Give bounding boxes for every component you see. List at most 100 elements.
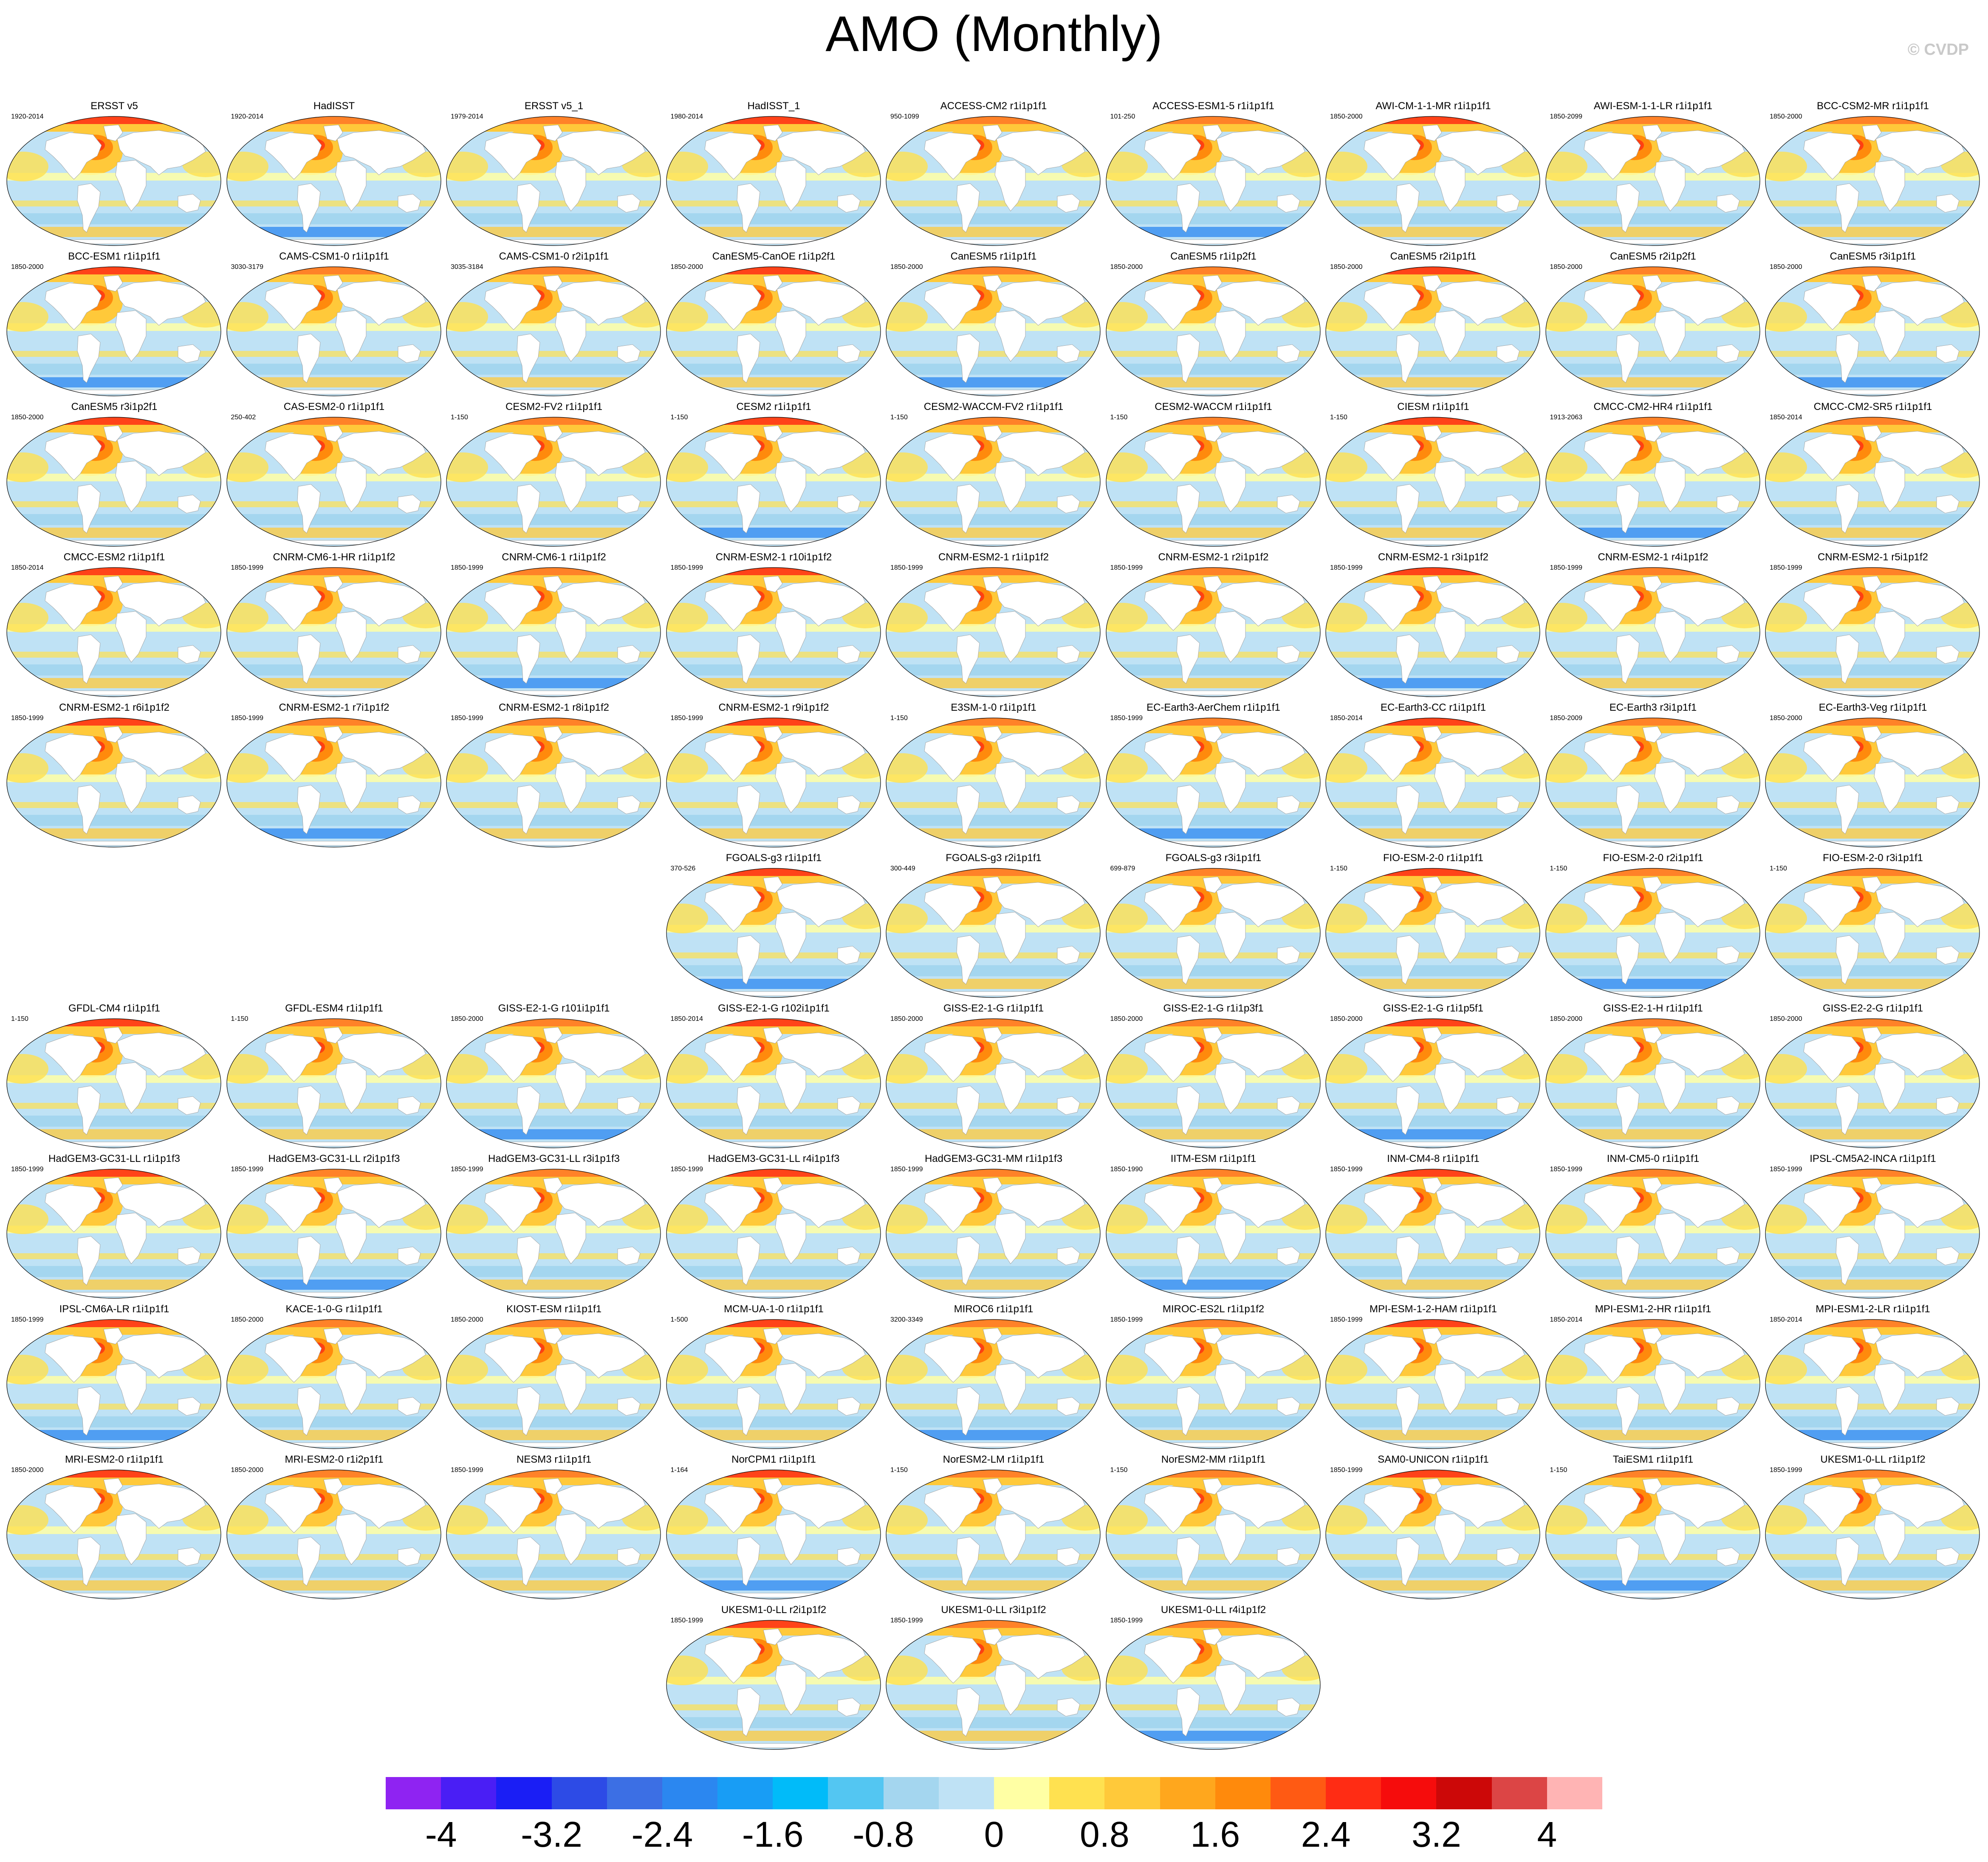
map-panel: CNRM-ESM2-1 r5i1p1f2 1850-1999 [1765, 551, 1981, 698]
map-panel: SAM0-UNICON r1i1p1f1 1850-1999 [1325, 1454, 1542, 1601]
map-panel-years: 950-1099 [890, 113, 919, 120]
sst-anomaly-map [446, 266, 661, 396]
map-panel-years: 1850-1999 [670, 715, 703, 722]
map-panel-years: 370-526 [670, 865, 696, 872]
sst-anomaly-map [1105, 266, 1321, 396]
map-panel-years: 1850-2009 [1550, 715, 1583, 722]
sst-anomaly-map [6, 116, 221, 246]
map-panel-title: MIROC6 r1i1p1f1 [954, 1303, 1034, 1315]
map-panel-title: CNRM-ESM2-1 r3i1p1f2 [1378, 551, 1489, 563]
map-panel: FGOALS-g3 r2i1p1f1 300-449 [885, 852, 1102, 999]
map-panel-years: 1920-2014 [231, 113, 264, 120]
map-panel: MPI-ESM1-2-HR r1i1p1f1 1850-2014 [1545, 1303, 1762, 1450]
map-panel: IPSL-CM6A-LR r1i1p1f1 1850-1999 [6, 1303, 223, 1450]
map-panel-title: INM-CM5-0 r1i1p1f1 [1607, 1153, 1700, 1164]
map-panel-title: HadGEM3-GC31-LL r1i1p1f3 [48, 1153, 180, 1164]
sst-anomaly-map [446, 718, 661, 848]
map-panel-title: CanESM5 r1i1p1f1 [950, 251, 1037, 262]
colorbar-tick-label: -4 [425, 1814, 457, 1854]
map-panel-years: 1850-2000 [231, 1466, 264, 1474]
map-panel-years: 699-879 [1110, 865, 1135, 872]
colorbar-swatch [496, 1777, 552, 1809]
map-panel-years: 1850-1990 [1110, 1166, 1143, 1173]
sst-anomaly-map [226, 266, 441, 396]
sst-anomaly-map [1105, 1319, 1321, 1449]
sst-anomaly-map [886, 1620, 1101, 1750]
sst-anomaly-map [6, 1018, 221, 1148]
sst-anomaly-map [1545, 1469, 1760, 1599]
sst-anomaly-map [1325, 417, 1540, 547]
map-panel-title: CNRM-ESM2-1 r6i1p1f2 [59, 702, 170, 713]
colorbar-tick-label: -0.8 [853, 1814, 914, 1854]
map-panel: CESM2-WACCM r1i1p1f1 1-150 [1105, 401, 1322, 548]
map-panel: AWI-CM-1-1-MR r1i1p1f1 1850-2000 [1325, 100, 1542, 247]
map-panel-title: MRI-ESM2-0 r1i1p1f1 [65, 1454, 164, 1465]
map-panel-years: 1-150 [231, 1015, 248, 1023]
map-panel: EC-Earth3-AerChem r1i1p1f1 1850-1999 [1105, 702, 1322, 849]
map-panel-title: EC-Earth3-CC r1i1p1f1 [1380, 702, 1486, 713]
sst-anomaly-map [226, 1319, 441, 1449]
map-panel-years: 1850-1999 [670, 564, 703, 571]
sst-anomaly-map [226, 1169, 441, 1299]
map-panel-years: 1850-1999 [1110, 1316, 1143, 1323]
sst-anomaly-map [1105, 567, 1321, 697]
map-panel: HadGEM3-GC31-LL r4i1p1f3 1850-1999 [666, 1153, 882, 1300]
map-panel-years: 1850-2000 [670, 263, 703, 271]
map-panel-years: 1850-2014 [1770, 414, 1802, 421]
map-panel-years: 1850-1999 [1330, 1166, 1363, 1173]
map-panel-years: 1850-2000 [1110, 1015, 1143, 1023]
map-panel-years: 1850-1999 [1110, 564, 1143, 571]
map-panel-title: HadGEM3-GC31-LL r2i1p1f3 [268, 1153, 400, 1164]
colorbar-tick-label: 0.8 [1079, 1814, 1130, 1854]
map-panel-years: 1-150 [1550, 865, 1567, 872]
map-panel-title: MRI-ESM2-0 r1i2p1f1 [285, 1454, 384, 1465]
map-panel-years: 1850-2000 [1330, 113, 1363, 120]
map-panel-title: BCC-CSM2-MR r1i1p1f1 [1816, 100, 1929, 112]
map-panel-title: CanESM5 r1i1p2f1 [1170, 251, 1257, 262]
map-panel-title: E3SM-1-0 r1i1p1f1 [951, 702, 1036, 713]
map-panel-title: FGOALS-g3 r1i1p1f1 [726, 852, 822, 864]
map-panel-title: CMCC-CM2-SR5 r1i1p1f1 [1813, 401, 1932, 413]
map-panel-years: 1979-2014 [451, 113, 483, 120]
sst-anomaly-map [1325, 718, 1540, 848]
map-panel-title: HadISST [313, 100, 355, 112]
map-panel-years: 1850-2014 [1550, 1316, 1583, 1323]
colorbar-swatch [662, 1777, 718, 1809]
map-panel: UKESM1-0-LL r1i1p1f2 1850-1999 [1765, 1454, 1981, 1601]
map-panel-years: 1850-2014 [1770, 1316, 1802, 1323]
map-panel-years: 1850-1999 [1770, 1166, 1802, 1173]
sst-anomaly-map [886, 266, 1101, 396]
colorbar-tick-label: -3.2 [521, 1814, 582, 1854]
map-panel-years: 101-250 [1110, 113, 1135, 120]
map-panel-years: 1850-2000 [1770, 113, 1802, 120]
map-panel-years: 1-150 [890, 414, 908, 421]
map-panel-title: GFDL-ESM4 r1i1p1f1 [285, 1003, 383, 1014]
colorbar-swatch [1215, 1777, 1271, 1809]
map-panel-title: MPI-ESM-1-2-HAM r1i1p1f1 [1369, 1303, 1497, 1315]
map-panel: UKESM1-0-LL r2i1p1f2 1850-1999 [666, 1604, 882, 1751]
sst-anomaly-map [666, 1169, 881, 1299]
colorbar-swatch [717, 1777, 773, 1809]
map-panel: CMCC-ESM2 r1i1p1f1 1850-2014 [6, 551, 223, 698]
map-panel-years: 1850-2000 [11, 1466, 44, 1474]
map-panel: CAMS-CSM1-0 r2i1p1f1 3035-3184 [446, 251, 662, 398]
map-panel: HadGEM3-GC31-LL r1i1p1f3 1850-1999 [6, 1153, 223, 1300]
map-panel-years: 1850-1999 [451, 1466, 483, 1474]
map-panel-title: IITM-ESM r1i1p1f1 [1170, 1153, 1257, 1164]
map-panel-years: 1850-1999 [670, 1617, 703, 1624]
map-panel: NorCPM1 r1i1p1f1 1-164 [666, 1454, 882, 1601]
map-panel: CNRM-CM6-1 r1i1p1f2 1850-1999 [446, 551, 662, 698]
sst-anomaly-map [1325, 868, 1540, 998]
sst-anomaly-map [1105, 116, 1321, 246]
map-panel-years: 1850-2000 [451, 1015, 483, 1023]
colorbar-tick-label: 1.6 [1190, 1814, 1240, 1854]
map-panel: GISS-E2-1-G r102i1p1f1 1850-2014 [666, 1003, 882, 1150]
map-panel: MRI-ESM2-0 r1i2p1f1 1850-2000 [226, 1454, 443, 1601]
sst-anomaly-map [886, 1169, 1101, 1299]
sst-anomaly-map [1545, 266, 1760, 396]
map-panel: MIROC-ES2L r1i1p1f2 1850-1999 [1105, 1303, 1322, 1450]
map-panel-title: ERSST v5_1 [524, 100, 584, 112]
map-panel: BCC-ESM1 r1i1p1f1 1850-2000 [6, 251, 223, 398]
map-panel: CAS-ESM2-0 r1i1p1f1 250-402 [226, 401, 443, 548]
map-panel-title: UKESM1-0-LL r4i1p1f2 [1161, 1604, 1266, 1616]
